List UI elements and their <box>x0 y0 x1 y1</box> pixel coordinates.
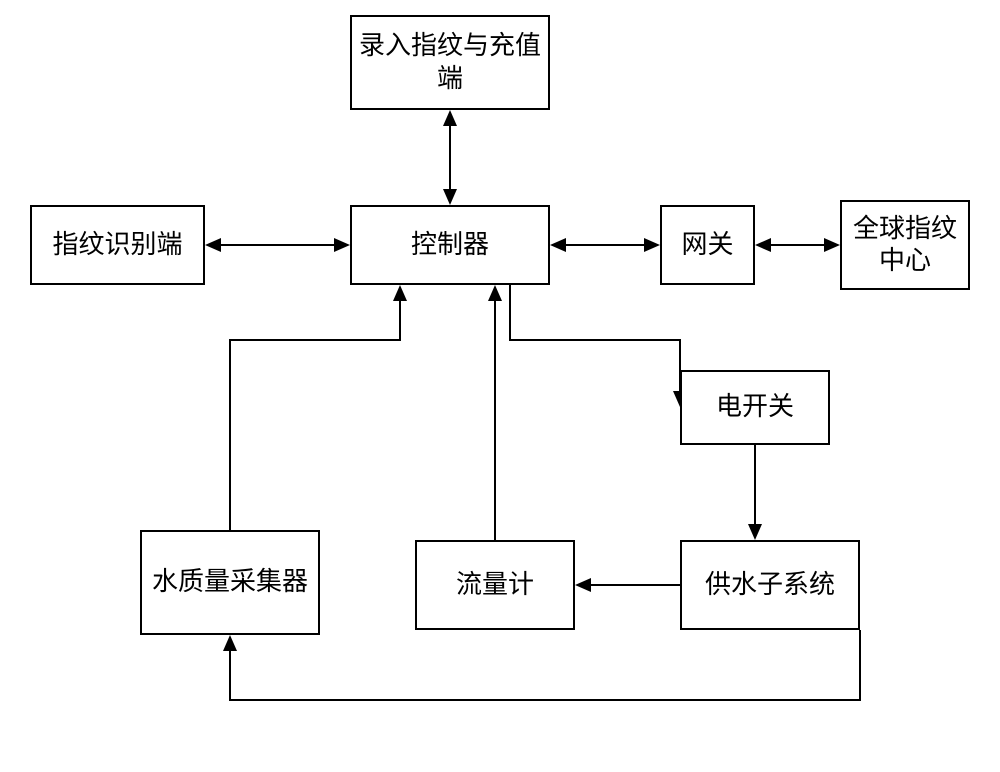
node-label: 供水子系统 <box>705 569 835 602</box>
node-ctrl: 控制器 <box>350 205 550 285</box>
node-quality: 水质量采集器 <box>140 530 320 635</box>
edges-layer <box>0 0 1000 772</box>
node-label: 全球指纹中心 <box>842 213 968 278</box>
node-label: 电开关 <box>716 391 794 424</box>
node-eswitch: 电开关 <box>680 370 830 445</box>
node-label: 水质量采集器 <box>152 566 308 599</box>
node-label: 网关 <box>681 229 733 262</box>
node-label: 指纹识别端 <box>52 229 182 262</box>
diagram-canvas: 录入指纹与充值端指纹识别端 控制器 网关 全球指纹中心电开关供水子系统 流量计 水质量采集… <box>0 0 1000 772</box>
node-flow: 流量计 <box>415 540 575 630</box>
node-label: 录入指纹与充值端 <box>352 30 548 95</box>
node-label: 流量计 <box>456 569 534 602</box>
node-label: 控制器 <box>411 229 489 262</box>
node-finger: 指纹识别端 <box>30 205 205 285</box>
node-water: 供水子系统 <box>680 540 860 630</box>
node-gateway: 网关 <box>660 205 755 285</box>
node-center: 全球指纹中心 <box>840 200 970 290</box>
node-enroll: 录入指纹与充值端 <box>350 15 550 110</box>
